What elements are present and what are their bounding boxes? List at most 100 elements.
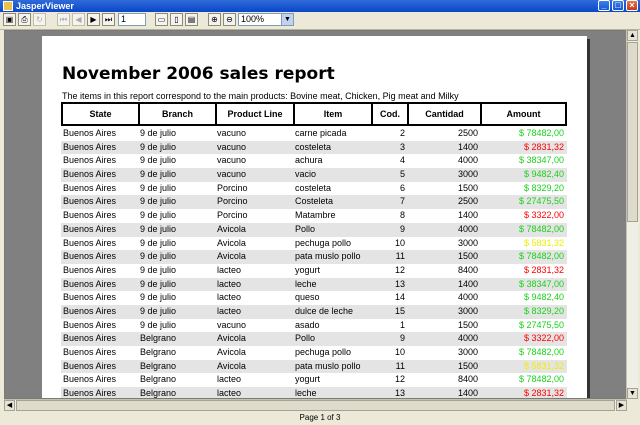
chevron-down-icon[interactable]: ▼ [281,14,293,25]
actual-size-icon[interactable]: ▭ [155,13,168,26]
cell-branch: Belgrano [140,374,177,385]
next-page-icon[interactable]: ▶ [87,13,100,26]
cell-state: Buenos Aires [63,128,117,138]
cell-cantidad: 1400 [457,278,478,289]
cell-state: Buenos Aires [63,237,117,248]
cell-item: pechuga pollo [295,237,352,248]
cell-product-line: Avicola [217,360,246,371]
cell-branch: 9 de julio [140,169,177,180]
cell-state: Buenos Aires [63,141,117,152]
table-row: Buenos Aires 9 de julio Porcino Costeleta 7 2… [61,195,567,210]
cell-cod: 4 [399,155,405,166]
cell-item: leche [295,388,317,399]
save-icon[interactable]: ▣ [3,13,16,26]
minimize-button[interactable]: _ [598,0,610,11]
column-header-product-line: Product Line [217,104,295,124]
zoom-out-icon[interactable]: ⊖ [223,13,236,26]
report-page: November 2006 sales report The items in … [42,36,587,399]
table-row: Buenos Aires 9 de julio vacuno costeleta 3 14… [61,140,567,155]
cell-product-line: Avicola [217,333,246,344]
column-header-state: State [63,104,140,124]
cell-product-line: vacuno [217,155,247,166]
cell-cantidad: 1500 [457,182,478,193]
scroll-left-icon[interactable]: ◀ [4,400,15,411]
cell-amount: $ 38347,00 [518,278,564,289]
cell-cantidad: 1400 [457,141,478,152]
zoom-in-icon[interactable]: ⊕ [208,13,221,26]
zoom-value: 100% [241,14,265,24]
page-number-input[interactable]: 1 [118,13,146,26]
cell-product-line: vacuno [217,169,247,180]
cell-cantidad: 1500 [457,319,478,330]
table-row: Buenos Aires Belgrano lacteo leche 13 1400 $ 2… [61,387,567,399]
cell-state: Buenos Aires [63,169,117,180]
cell-state: Buenos Aires [63,223,117,234]
first-page-icon[interactable]: ⏮ [57,13,70,26]
cell-amount: $ 78482,00 [518,223,564,234]
fit-width-icon[interactable]: ▤ [185,13,198,26]
cell-state: Buenos Aires [63,319,117,330]
table-row: Buenos Aires 9 de julio Avicola pechuga pol… [61,237,567,251]
close-button[interactable]: × [626,0,638,11]
cell-amount: $ 5831,32 [523,237,564,248]
cell-cantidad: 3000 [457,237,478,248]
cell-cod: 12 [394,374,405,385]
cell-product-line: lacteo [217,374,242,385]
vertical-scroll-thumb[interactable] [627,42,638,222]
column-header-item: Item [295,104,373,124]
table-row: Buenos Aires 9 de julio Avicola Pollo 9 4000 $… [61,222,567,237]
cell-product-line: Avicola [217,237,246,248]
cell-cantidad: 1500 [457,360,478,371]
vertical-scrollbar[interactable]: ▲ ▼ [626,30,638,399]
print-icon[interactable]: ⎙ [18,13,31,26]
table-row: Buenos Aires 9 de julio vacuno achura 4 4000 $… [61,154,567,168]
cell-item: yogurt [295,264,321,275]
cell-cod: 13 [394,278,405,289]
column-header-cantidad: Cantidad [409,104,482,124]
last-page-icon[interactable]: ⏭ [102,13,115,26]
zoom-select[interactable]: 100% ▼ [238,13,294,26]
cell-item: queso [295,292,320,303]
table-header: State Branch Product Line Item Cod. Cant… [61,102,567,126]
table-row: Buenos Aires 9 de julio Porcino Matambre 8 14… [61,209,567,223]
table-body: Buenos Aires 9 de julio vacuno carne picada… [61,127,567,399]
cell-cod: 10 [394,347,405,357]
cell-amount: $ 78482,00 [518,347,564,357]
cell-item: Costeleta [295,196,334,207]
reload-icon[interactable]: ↻ [33,13,46,26]
scroll-right-icon[interactable]: ▶ [616,400,627,411]
cell-product-line: vacuno [217,319,247,330]
scroll-up-icon[interactable]: ▲ [627,30,638,41]
previous-page-icon[interactable]: ◀ [72,13,85,26]
cell-branch: 9 de julio [140,223,177,234]
cell-cantidad: 2500 [457,196,478,207]
cell-cantidad: 4000 [457,223,478,234]
cell-state: Buenos Aires [63,196,117,207]
cell-item: achura [295,155,323,166]
cell-branch: Belgrano [140,388,177,399]
column-header-cod: Cod. [373,104,409,124]
report-viewport: November 2006 sales report The items in … [4,30,627,399]
cell-item: carne picada [295,128,347,138]
cell-item: Pollo [295,333,316,344]
fit-page-icon[interactable]: ▯ [170,13,183,26]
cell-state: Buenos Aires [63,374,117,385]
cell-branch: 9 de julio [140,278,177,289]
cell-amount: $ 27475,50 [518,196,564,207]
cell-product-line: Avicola [217,251,246,262]
cell-cantidad: 8400 [457,374,478,385]
cell-state: Buenos Aires [63,347,117,357]
maximize-button[interactable]: □ [612,0,624,11]
scroll-down-icon[interactable]: ▼ [627,388,638,399]
horizontal-scroll-thumb[interactable] [16,400,615,411]
cell-state: Buenos Aires [63,251,117,262]
cell-cod: 10 [394,237,405,248]
horizontal-scrollbar[interactable]: ◀ ▶ [4,399,627,411]
cell-cod: 7 [399,196,405,207]
table-row: Buenos Aires 9 de julio lacteo leche 13 1400 $… [61,277,567,292]
cell-state: Buenos Aires [63,360,117,371]
cell-state: Buenos Aires [63,333,117,344]
cell-amount: $ 2831,32 [523,388,564,399]
cell-amount: $ 78482,00 [518,251,564,262]
report-subtitle: The items in this report correspond to t… [62,91,459,101]
